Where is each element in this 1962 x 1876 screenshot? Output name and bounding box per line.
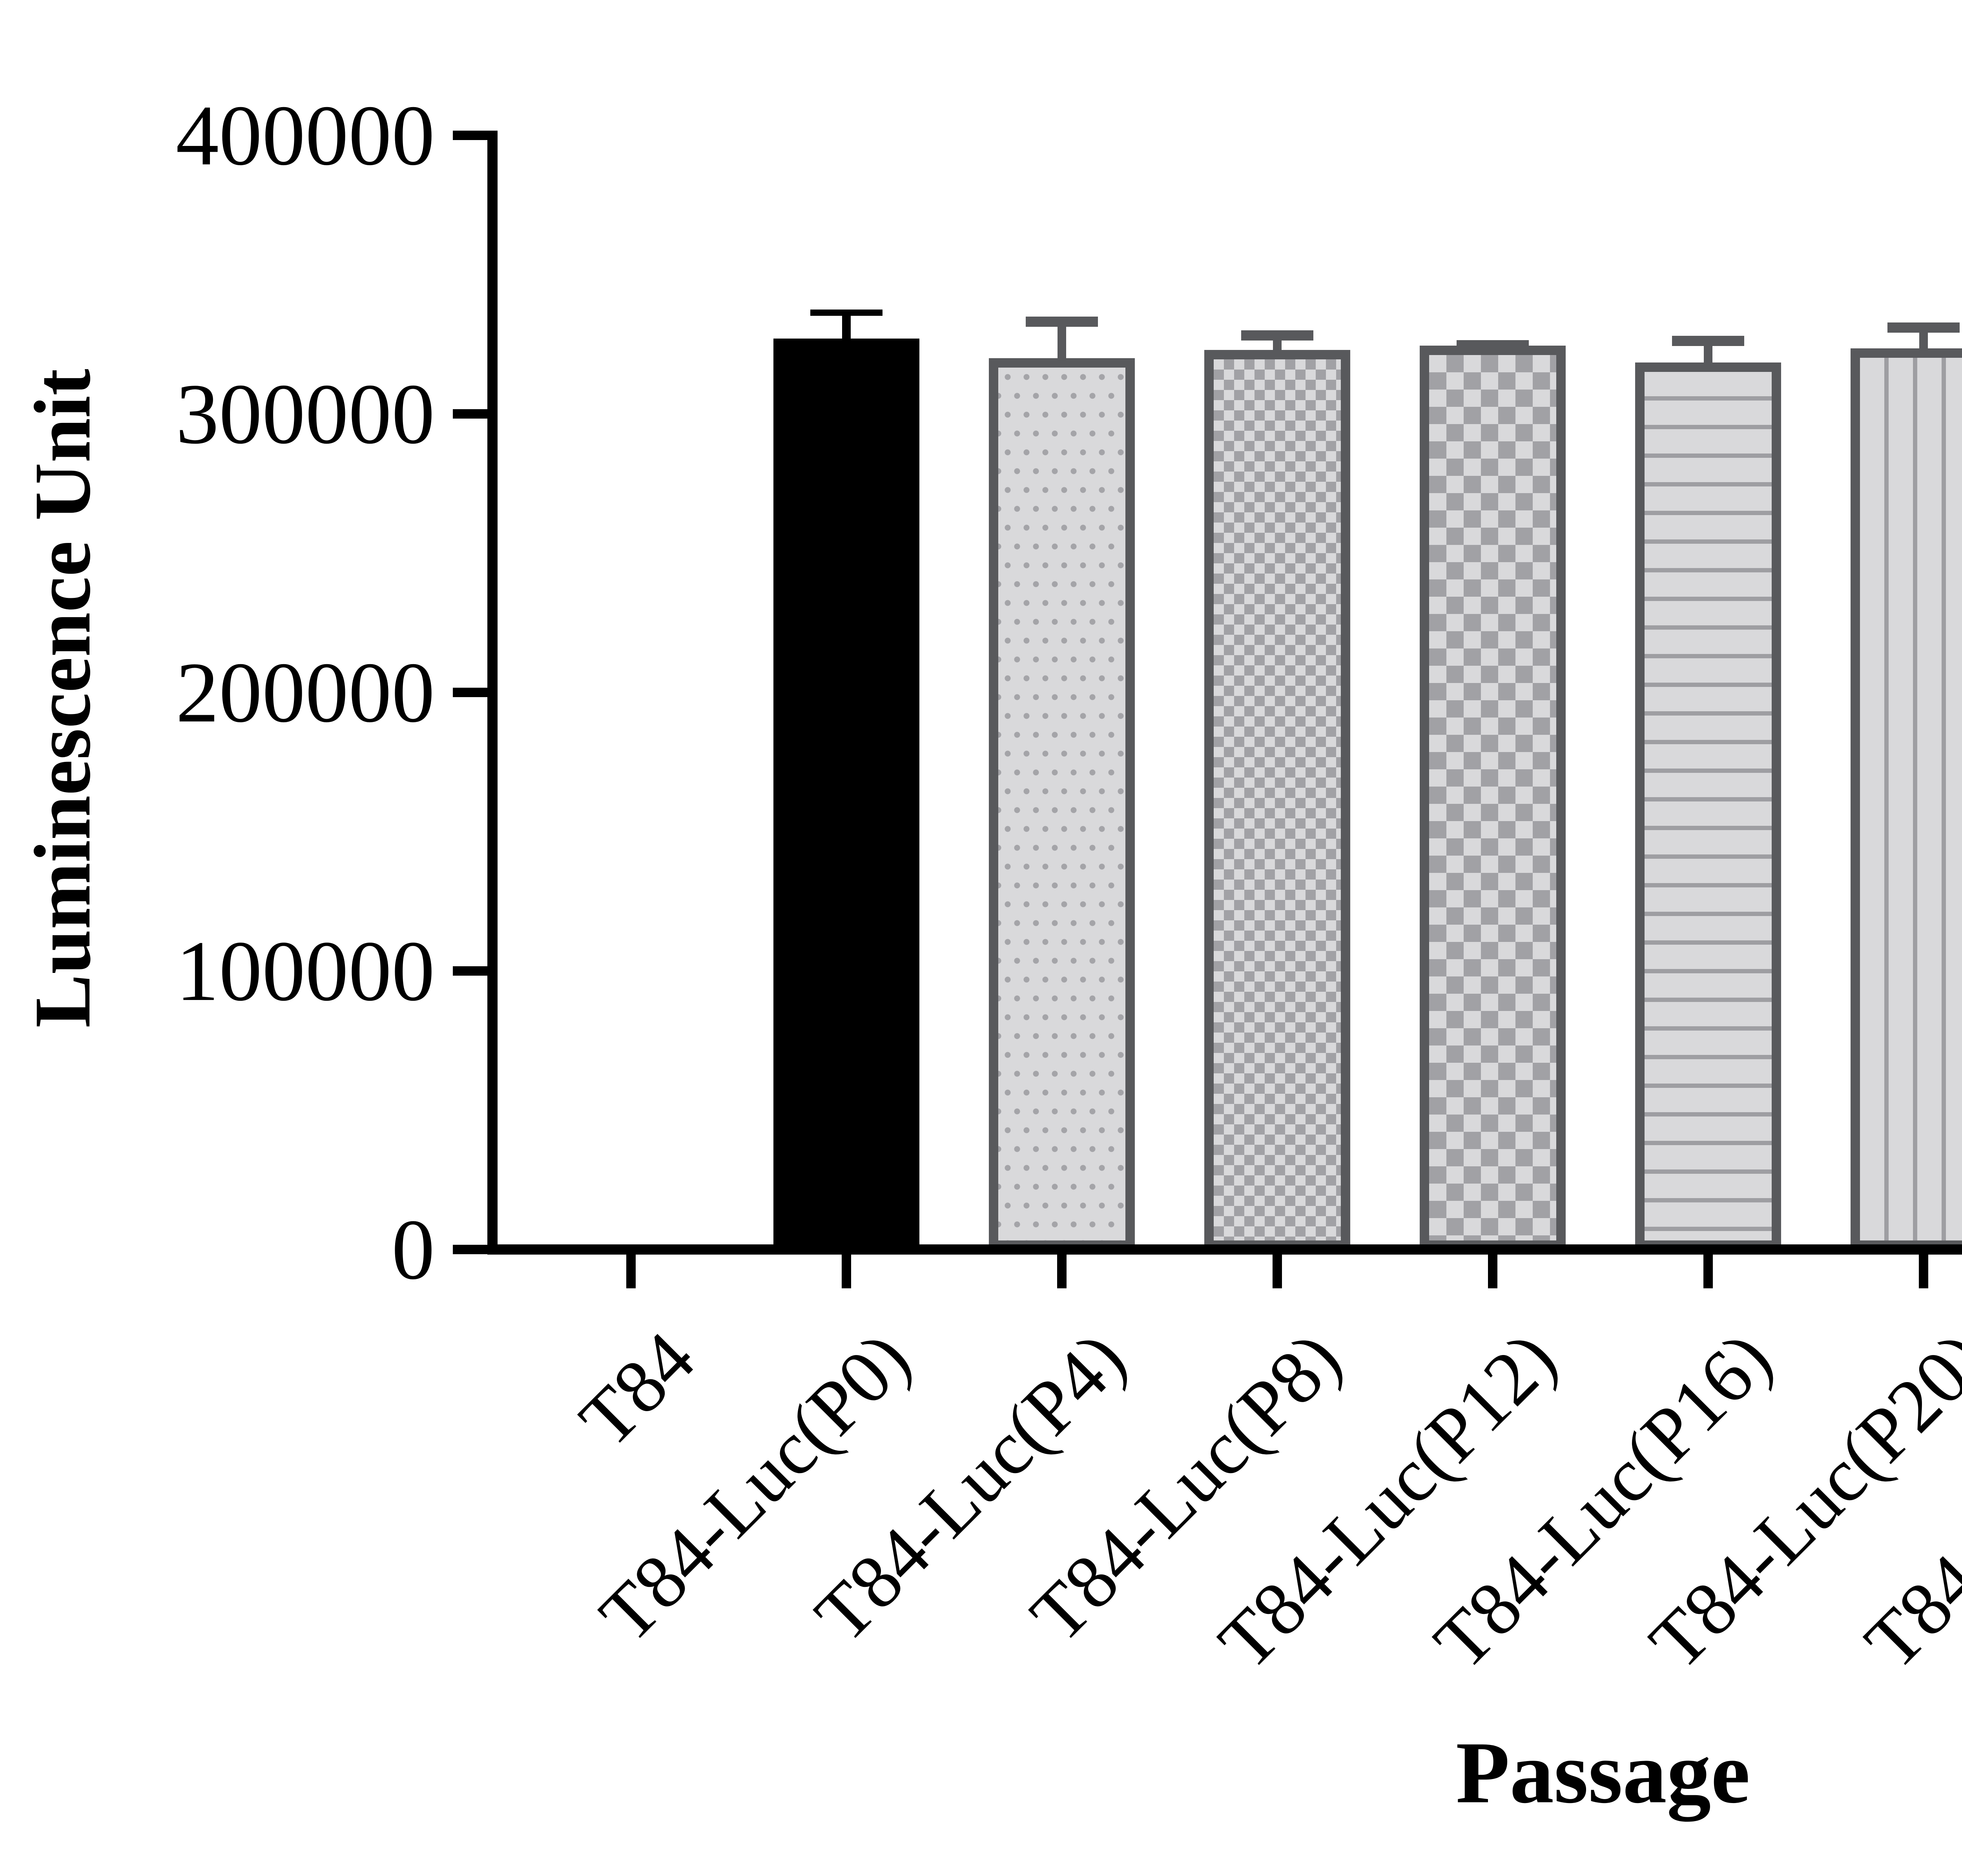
y-tick bbox=[453, 1245, 487, 1254]
x-axis-line bbox=[487, 1244, 1962, 1255]
x-tick bbox=[1273, 1255, 1282, 1288]
bar-T84-Luc(P12) bbox=[1420, 346, 1566, 1250]
y-tick-label: 300000 bbox=[176, 366, 435, 462]
error-bar-cap bbox=[1887, 322, 1960, 333]
y-tick bbox=[453, 131, 487, 140]
error-bar-cap bbox=[1241, 330, 1313, 341]
bar-T84-Luc(P16) bbox=[1635, 362, 1781, 1250]
x-axis-title: Passage bbox=[1456, 1723, 1750, 1821]
x-tick bbox=[1703, 1255, 1713, 1288]
x-category-label: T84 bbox=[563, 1316, 711, 1463]
x-tick bbox=[842, 1255, 851, 1288]
x-tick bbox=[1488, 1255, 1497, 1288]
y-axis-line bbox=[487, 131, 498, 1255]
y-axis-title: Luminescence Unit bbox=[18, 369, 107, 1028]
y-tick bbox=[453, 966, 487, 976]
bar-T84-Luc(P0) bbox=[773, 339, 919, 1250]
y-tick-label: 0 bbox=[392, 1202, 435, 1297]
error-bar-cap bbox=[1457, 340, 1529, 350]
error-bar-cap bbox=[810, 309, 883, 316]
bar-T84-Luc(P20) bbox=[1851, 348, 1962, 1250]
error-bar-stem bbox=[1058, 316, 1066, 360]
y-tick-label: 100000 bbox=[176, 923, 435, 1019]
x-tick bbox=[626, 1255, 636, 1288]
y-tick bbox=[453, 688, 487, 697]
x-tick bbox=[1057, 1255, 1067, 1288]
error-bar-cap bbox=[1026, 316, 1098, 327]
bar-T84-Luc(P8) bbox=[1204, 350, 1350, 1250]
error-bar-cap bbox=[1672, 336, 1744, 346]
bar-T84-Luc(P4) bbox=[989, 358, 1135, 1250]
y-tick-label: 200000 bbox=[176, 645, 435, 740]
x-tick bbox=[1919, 1255, 1928, 1288]
y-tick-label: 400000 bbox=[176, 87, 435, 183]
y-tick bbox=[453, 409, 487, 419]
error-bar-stem bbox=[842, 309, 851, 341]
